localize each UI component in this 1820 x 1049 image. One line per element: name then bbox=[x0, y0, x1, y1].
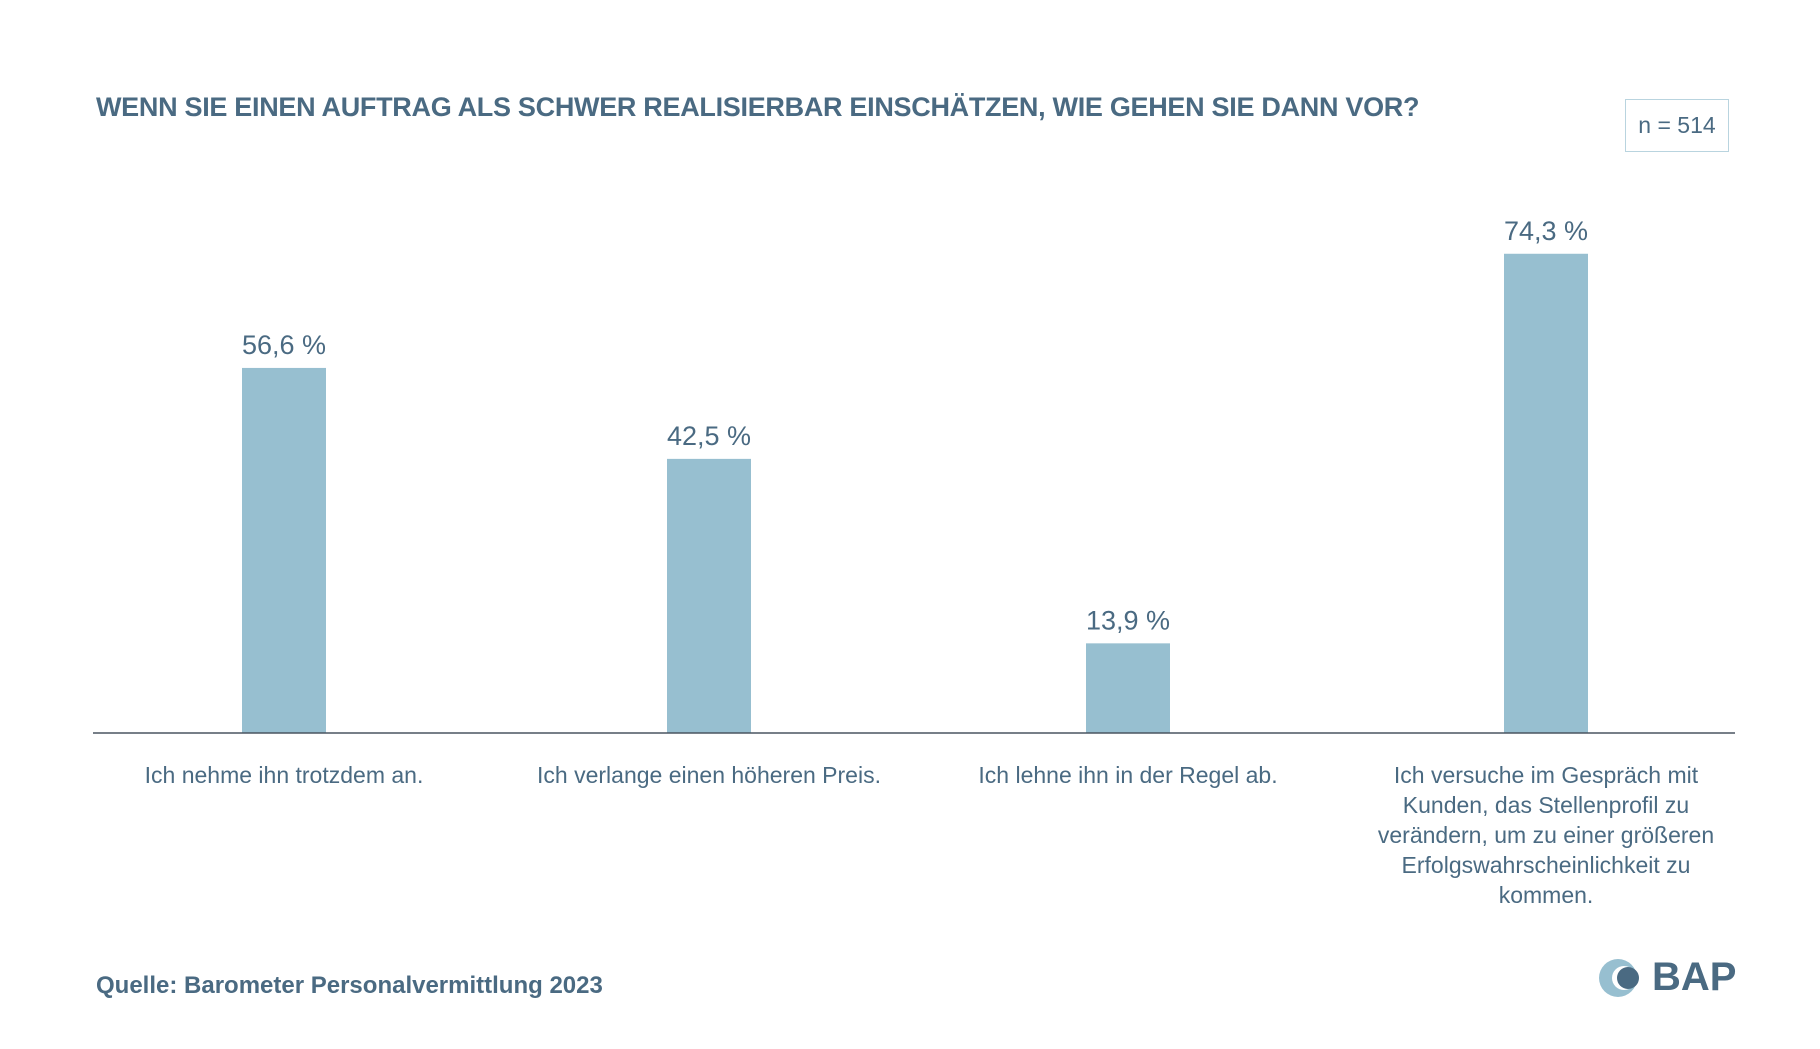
data-label: 13,9 % bbox=[1086, 605, 1170, 635]
category-label: Ich versuche im Gespräch mit Kunden, das… bbox=[1377, 762, 1715, 908]
logo-text: BAP bbox=[1652, 955, 1737, 999]
bap-logo: BAP bbox=[1598, 955, 1736, 1000]
bar-2 bbox=[667, 458, 751, 733]
category-label: Ich nehme ihn trotzdem an. bbox=[144, 762, 424, 788]
bar-3 bbox=[1086, 643, 1170, 733]
bar-1 bbox=[242, 367, 326, 733]
bar-4 bbox=[1504, 253, 1588, 733]
chart-title: WENN SIE EINEN AUFTRAG ALS SCHWER REALIS… bbox=[96, 92, 1420, 122]
category-label: Ich verlange einen höheren Preis. bbox=[537, 762, 881, 788]
logo-mark-icon bbox=[1599, 958, 1639, 997]
source-note: Quelle: Barometer Personalvermittlung 20… bbox=[96, 972, 603, 999]
data-label: 42,5 % bbox=[667, 421, 751, 451]
sample-size-badge: n = 514 bbox=[1625, 99, 1729, 152]
data-label: 56,6 % bbox=[242, 330, 326, 360]
category-label: Ich lehne ihn in der Regel ab. bbox=[978, 762, 1278, 788]
data-label: 74,3 % bbox=[1504, 216, 1588, 246]
